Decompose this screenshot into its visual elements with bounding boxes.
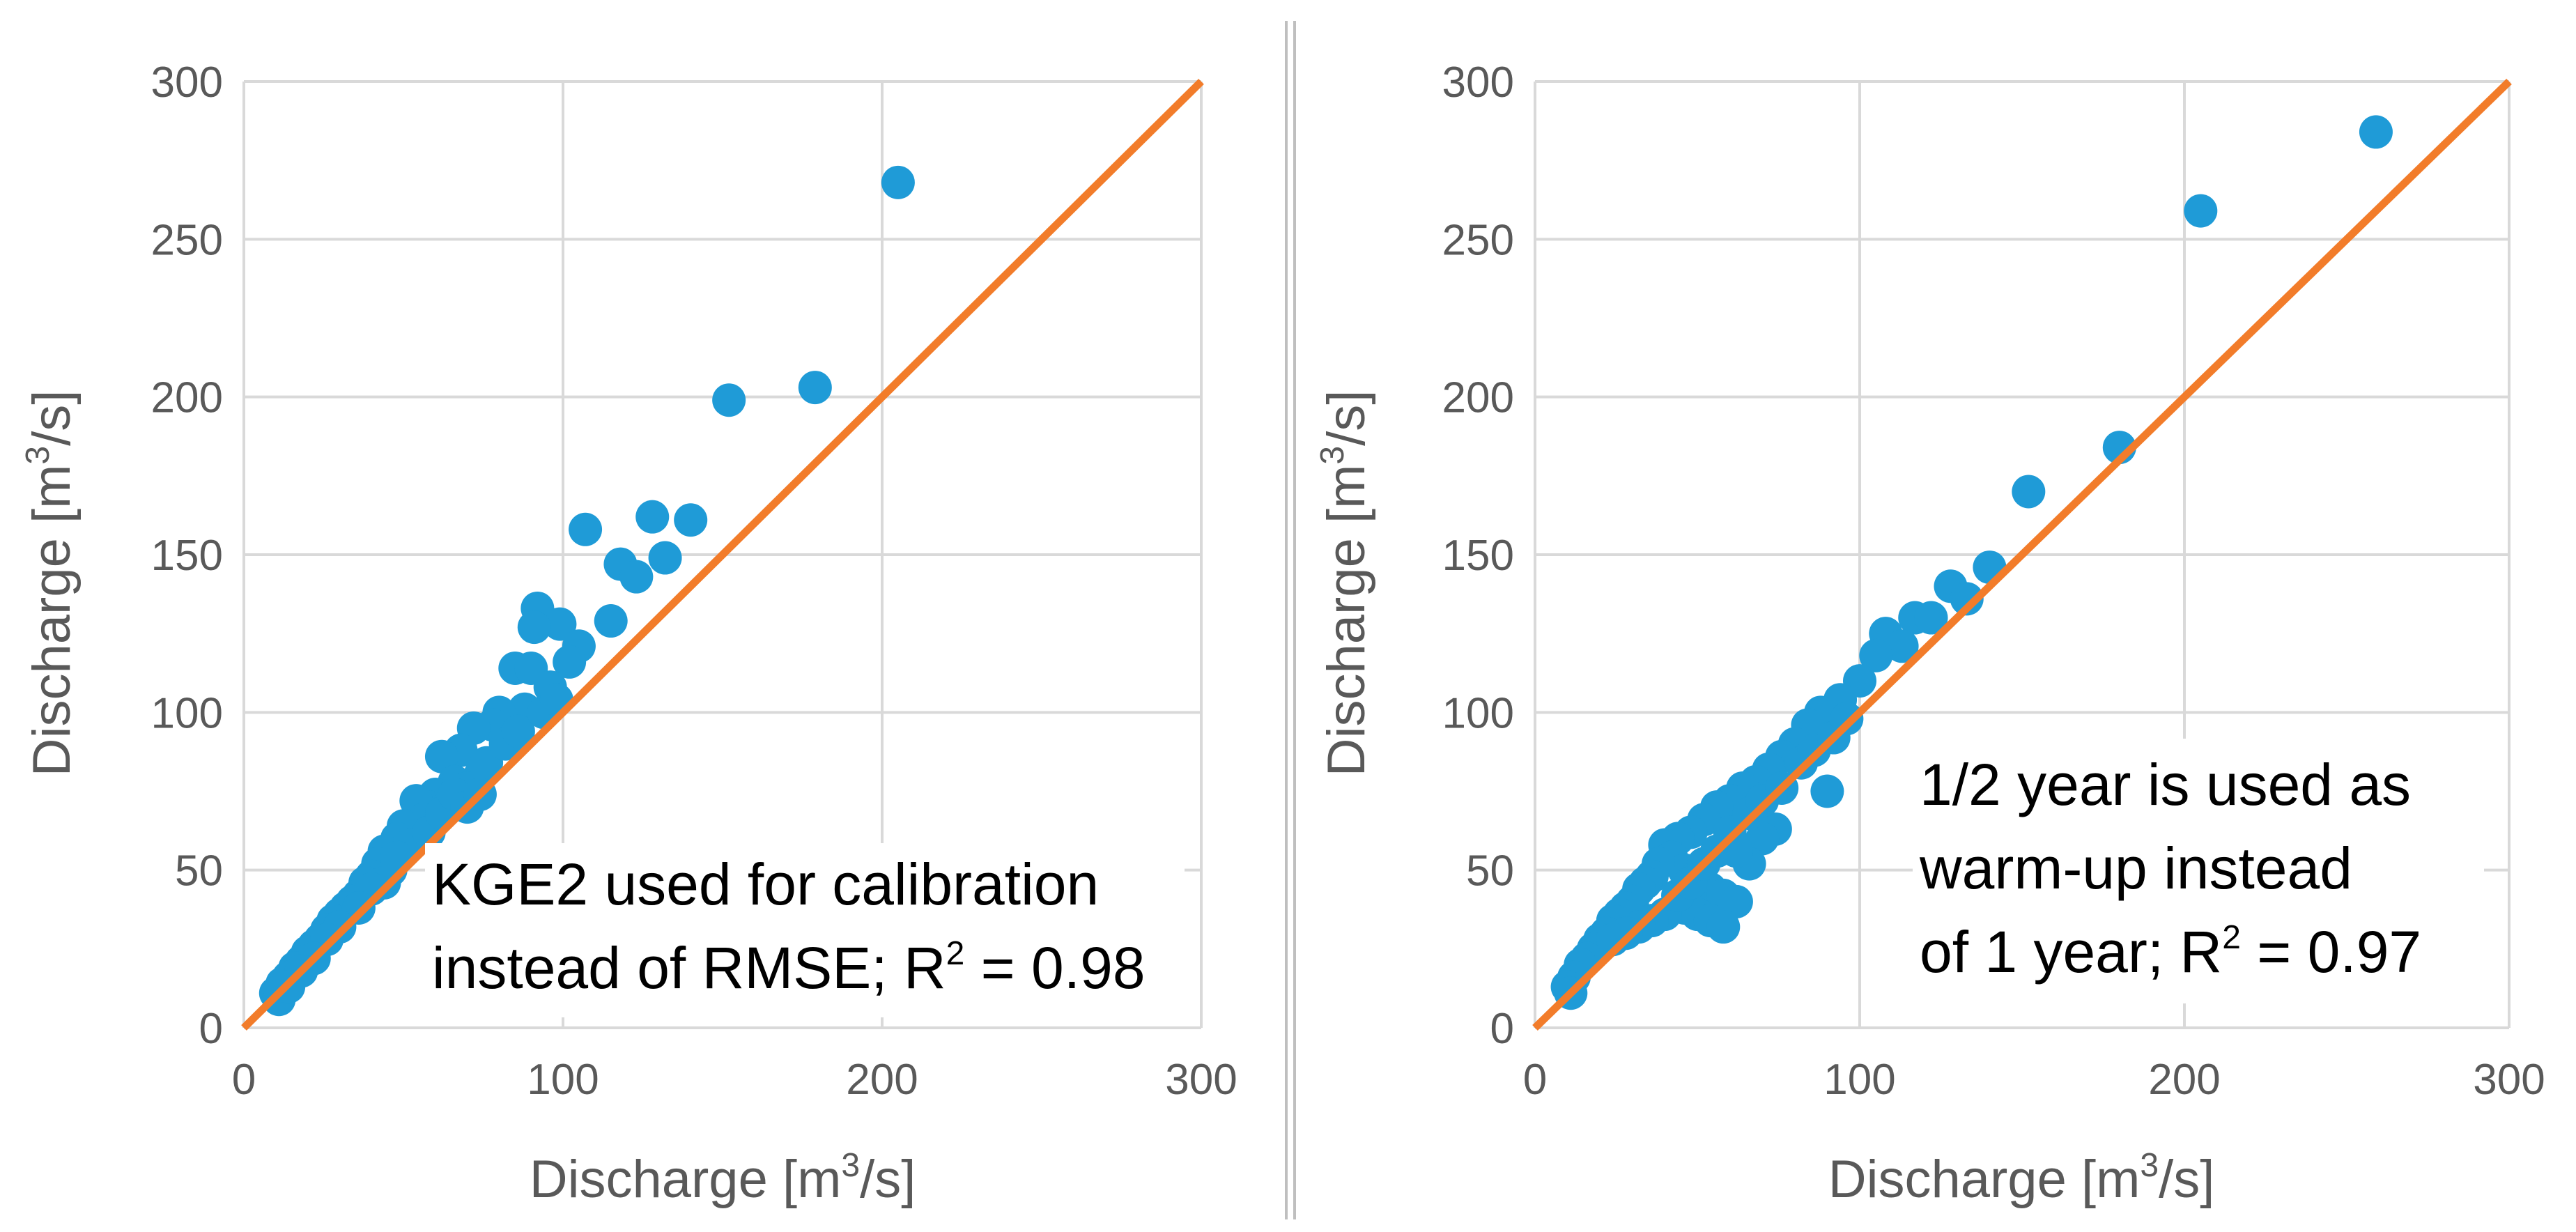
left-y-tick-150: 150 (151, 532, 223, 580)
right-x-tick-0: 0 (1523, 1056, 1547, 1104)
right-point-8 (1914, 601, 1948, 635)
panel-separator (1285, 21, 1296, 1219)
left-point-0 (881, 165, 915, 199)
right-y-tick-150: 150 (1442, 532, 1514, 580)
left-point-1 (712, 383, 746, 417)
left-x-tick-100: 100 (527, 1056, 599, 1104)
left-y-tick-300: 300 (151, 59, 223, 107)
left-x-tick-200: 200 (846, 1056, 918, 1104)
left-point-4 (674, 503, 708, 537)
left-annotation: KGE2 used for calibration instead of RMS… (425, 843, 1185, 1017)
left-point-7 (619, 560, 654, 594)
left-annotation-line1: KGE2 used for calibration (432, 852, 1099, 917)
left-y-tick-50: 50 (175, 847, 223, 895)
right-one-to-one-line (1532, 79, 2512, 1031)
right-point-55 (1706, 910, 1741, 944)
right-y-tick-50: 50 (1466, 847, 1514, 895)
right-y-tick-0: 0 (1490, 1005, 1514, 1053)
left-one-to-one-line (241, 79, 1204, 1031)
right-y-axis-label: Discharge [m3/s] (1314, 390, 1376, 777)
left-point-57 (501, 714, 535, 748)
right-point-10 (1885, 629, 1919, 663)
right-y-tick-200: 200 (1442, 374, 1514, 422)
left-x-tick-300: 300 (1165, 1056, 1237, 1104)
right-point-6 (1950, 582, 1984, 616)
right-point-11 (1859, 638, 1893, 672)
right-point-22 (1745, 822, 1780, 856)
right-point-3 (2012, 475, 2046, 509)
right-point-72 (1830, 702, 1864, 736)
right-point-35 (1719, 884, 1753, 918)
left-y-tick-0: 0 (199, 1005, 223, 1053)
left-y-tick-200: 200 (151, 374, 223, 422)
left-x-tick-labels: 0 100 200 300 (232, 1056, 1237, 1104)
right-annotation-line2: warm-up instead (1919, 836, 2352, 901)
right-y-tick-250: 250 (1442, 216, 1514, 264)
left-point-12 (517, 610, 551, 645)
right-x-tick-200: 200 (2148, 1056, 2220, 1104)
left-point-8 (648, 541, 682, 575)
right-x-tick-300: 300 (2473, 1056, 2545, 1104)
right-point-1 (2184, 194, 2218, 228)
right-y-tick-100: 100 (1442, 689, 1514, 737)
left-point-5 (569, 512, 603, 546)
left-point-23 (424, 739, 458, 773)
left-y-tick-100: 100 (151, 689, 223, 737)
left-point-11 (543, 607, 577, 641)
left-point-3 (635, 500, 670, 534)
left-y-axis-label: Discharge [m3/s] (20, 390, 82, 777)
left-point-9 (594, 604, 628, 638)
right-x-axis-label: Discharge [m3/s] (1828, 1147, 2215, 1209)
right-annotation: 1/2 year is used as warm-up instead of 1… (1913, 739, 2484, 1003)
left-y-tick-250: 250 (151, 216, 223, 264)
right-annotation-line3: of 1 year; R2 = 0.97 (1920, 919, 2421, 985)
right-x-tick-labels: 0 100 200 300 (1523, 1056, 2545, 1104)
right-y-tick-labels: 0 50 100 150 200 250 300 (1442, 59, 1514, 1053)
left-chart: 0 50 100 150 200 250 300 0 100 200 300 Discharge … (20, 59, 1237, 1209)
left-x-axis-label: Discharge [m3/s] (530, 1147, 916, 1209)
right-point-0 (2359, 115, 2393, 149)
left-annotation-line2: instead of RMSE; R2 = 0.98 (432, 935, 1146, 1001)
left-point-14 (553, 645, 587, 679)
left-point-2 (798, 371, 832, 405)
right-annotation-line1: 1/2 year is used as (1920, 752, 2411, 817)
right-y-tick-300: 300 (1442, 59, 1514, 107)
right-x-tick-100: 100 (1823, 1056, 1895, 1104)
right-data-points (1550, 115, 2393, 1010)
left-y-tick-labels: 0 50 100 150 200 250 300 (151, 59, 223, 1053)
right-point-15 (1810, 774, 1844, 808)
right-chart: 0 50 100 150 200 250 300 0 100 200 300 Discharge … (1314, 59, 2545, 1209)
left-x-tick-0: 0 (232, 1056, 256, 1104)
